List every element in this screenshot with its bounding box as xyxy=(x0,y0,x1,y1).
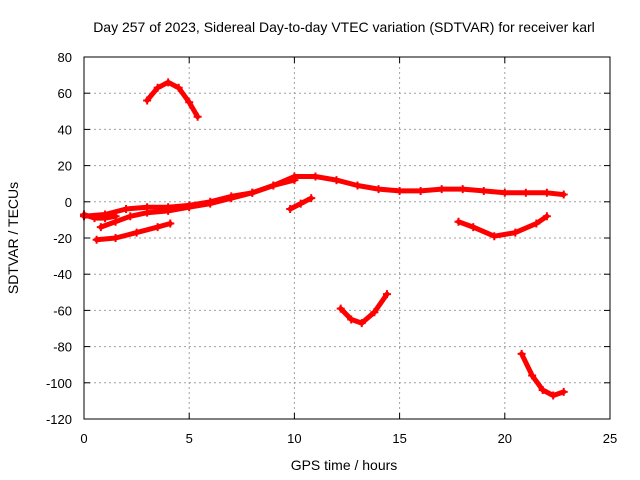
data-point xyxy=(311,172,320,181)
x-tick-labels: 0 5 10 15 20 25 xyxy=(80,431,617,446)
data-point xyxy=(166,219,175,228)
x-axis-label: GPS time / hours xyxy=(291,457,398,473)
series-arc-rise-1 xyxy=(96,176,299,232)
series-arc-dip-3 xyxy=(517,349,568,400)
y-tick-label: -120 xyxy=(46,412,72,427)
tick-marks xyxy=(83,56,611,420)
data-point xyxy=(90,214,99,223)
y-tick-label: 80 xyxy=(58,50,72,65)
data-point xyxy=(532,219,541,228)
y-tick-label: -60 xyxy=(53,303,72,318)
data-point xyxy=(174,83,183,92)
y-tick-labels: -120 -100 -80 -60 -40 -20 0 20 40 60 80 xyxy=(46,50,72,427)
x-tick-label: 10 xyxy=(287,431,301,446)
data-point xyxy=(469,223,478,232)
data-point xyxy=(96,223,105,232)
data-point xyxy=(307,194,316,203)
data-point xyxy=(542,212,551,221)
data-point xyxy=(454,217,463,226)
data-point xyxy=(437,185,446,194)
data-point xyxy=(101,214,110,223)
series-arc-dip-1 xyxy=(336,290,391,328)
y-tick-label: -80 xyxy=(53,340,72,355)
data-point xyxy=(92,235,101,244)
data-point xyxy=(248,188,257,197)
y-tick-label: 60 xyxy=(58,86,72,101)
data-point xyxy=(374,185,383,194)
data-point xyxy=(500,188,509,197)
data-point xyxy=(538,386,547,395)
data-point xyxy=(153,223,162,232)
series-band xyxy=(81,212,119,221)
x-tick-label: 25 xyxy=(603,431,617,446)
data-point xyxy=(559,190,568,199)
data-point xyxy=(143,208,152,217)
series-arc-low-left xyxy=(80,210,120,223)
y-tick-label: 20 xyxy=(58,159,72,174)
data-point xyxy=(153,83,162,92)
y-tick-label: 40 xyxy=(58,122,72,137)
data-point xyxy=(517,349,526,358)
x-tick-label: 15 xyxy=(392,431,406,446)
data-point xyxy=(559,387,568,396)
data-point xyxy=(132,228,141,237)
data-point xyxy=(416,186,425,195)
data-point xyxy=(382,290,391,299)
data-point xyxy=(353,181,362,190)
data-point xyxy=(336,304,345,313)
data-point xyxy=(521,188,530,197)
y-tick-label: 0 xyxy=(65,195,72,210)
series-arc-rise-2 xyxy=(92,219,175,244)
data-point xyxy=(143,96,152,105)
data-point xyxy=(528,371,537,380)
data-point xyxy=(111,217,120,226)
data-point xyxy=(286,205,295,214)
y-tick-label: -40 xyxy=(53,267,72,282)
data-point xyxy=(164,78,173,87)
data-point xyxy=(269,181,278,190)
y-tick-label: -100 xyxy=(46,376,72,391)
data-point xyxy=(347,315,356,324)
data-point xyxy=(479,186,488,195)
data-point xyxy=(185,203,194,212)
series-arc-short xyxy=(286,194,316,214)
plot-frame xyxy=(83,56,611,420)
data-point xyxy=(357,319,366,328)
x-tick-label: 20 xyxy=(498,431,512,446)
data-point xyxy=(395,186,404,195)
data-point xyxy=(511,228,520,237)
data-point xyxy=(185,98,194,107)
data-point xyxy=(490,232,499,241)
data-point xyxy=(290,176,299,185)
series-band xyxy=(144,79,201,120)
data-point xyxy=(122,205,131,214)
y-axis-label: SDTVAR / TECUs xyxy=(5,182,21,294)
data-point xyxy=(193,112,202,121)
data-point xyxy=(542,188,551,197)
data-point xyxy=(164,206,173,215)
grid-lines xyxy=(84,57,610,419)
data-point xyxy=(549,391,558,400)
data-point xyxy=(227,194,236,203)
data-point xyxy=(370,308,379,317)
y-tick-label: -20 xyxy=(53,231,72,246)
data-point xyxy=(332,176,341,185)
x-tick-label: 0 xyxy=(80,431,87,446)
x-tick-label: 5 xyxy=(186,431,193,446)
series-arc-dip-2 xyxy=(454,212,551,241)
data-point xyxy=(126,212,135,221)
chart-title: Day 257 of 2023, Sidereal Day-to-day VTE… xyxy=(93,19,595,35)
series-arc-peak xyxy=(143,78,202,121)
data-points xyxy=(80,78,568,400)
data-point xyxy=(296,199,305,208)
data-point xyxy=(458,185,467,194)
data-point xyxy=(206,199,215,208)
data-point xyxy=(111,234,120,242)
